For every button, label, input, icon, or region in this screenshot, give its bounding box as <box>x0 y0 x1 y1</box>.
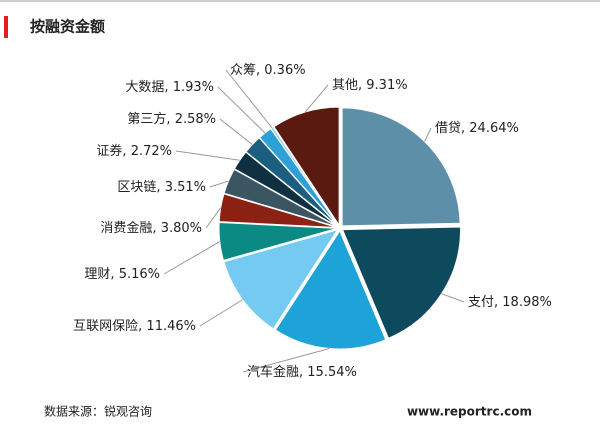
category-label: 第三方 <box>127 111 166 127</box>
label-separator: , <box>156 180 164 195</box>
label-separator: , <box>494 295 502 310</box>
label-separator: , <box>166 112 174 127</box>
title-marker <box>4 16 8 38</box>
label-separator: , <box>122 144 130 159</box>
value-label: 1.93% <box>173 80 214 95</box>
category-label: 区块链 <box>117 180 156 195</box>
category-label: 支付 <box>468 295 494 310</box>
pie-slice <box>218 193 338 228</box>
data-label: 证券, 2.72% <box>96 143 172 159</box>
pie-slice <box>223 228 339 330</box>
category-label: 互联网保险 <box>73 319 138 334</box>
category-label: 大数据 <box>125 80 164 95</box>
data-label: 互联网保险, 11.46% <box>73 319 196 334</box>
leader-line <box>209 180 229 188</box>
leader-line <box>225 69 273 129</box>
leader-line <box>175 150 240 161</box>
source: 数据来源：锐观咨询 <box>44 404 152 419</box>
category-label: 众筹 <box>230 62 256 78</box>
value-label: 3.51% <box>165 180 206 195</box>
data-label: 借贷, 24.64% <box>435 121 519 136</box>
leader-line <box>219 118 253 145</box>
pie-slice <box>218 221 338 261</box>
leader-line <box>304 84 329 113</box>
leader-line <box>163 241 221 275</box>
leader-line <box>217 86 266 134</box>
label-separator: , <box>461 121 469 136</box>
value-label: 9.31% <box>366 78 407 93</box>
pie-slice <box>341 107 461 227</box>
chart-title: 按融资金额 <box>30 18 105 36</box>
value-label: 2.72% <box>131 144 172 159</box>
data-label: 汽车金融, 15.54% <box>247 364 357 380</box>
label-separator: , <box>299 365 307 380</box>
website: www.reportrc.com <box>407 405 532 419</box>
category-label: 其他 <box>332 78 358 93</box>
label-separator: , <box>358 78 366 93</box>
label-separator: , <box>110 267 118 282</box>
label-separator: , <box>256 63 264 78</box>
data-label: 大数据, 1.93% <box>125 80 214 95</box>
label-separator: , <box>152 221 160 236</box>
category-label: 借贷 <box>435 121 461 136</box>
data-label: 区块链, 3.51% <box>117 180 206 195</box>
data-label: 第三方, 2.58% <box>127 111 216 127</box>
data-label: 其他, 9.31% <box>332 78 408 93</box>
value-label: 3.80% <box>161 221 202 236</box>
value-label: 2.58% <box>175 112 216 127</box>
data-label: 理财, 5.16% <box>84 267 160 282</box>
label-separator: , <box>164 80 172 95</box>
label-separator: , <box>138 319 146 334</box>
value-label: 0.36% <box>264 63 305 78</box>
leader-line <box>424 127 432 142</box>
category-label: 理财 <box>84 267 110 282</box>
data-label: 支付, 18.98% <box>468 295 552 310</box>
category-label: 证券 <box>96 143 122 159</box>
value-label: 11.46% <box>146 319 196 334</box>
value-label: 24.64% <box>469 121 519 136</box>
data-label: 众筹, 0.36% <box>230 62 306 78</box>
value-label: 18.98% <box>502 295 552 310</box>
category-label: 消费金融 <box>100 220 152 236</box>
pie-slice <box>274 229 387 350</box>
value-label: 15.54% <box>307 365 357 380</box>
leader-line <box>441 293 465 303</box>
leader-line <box>242 348 330 373</box>
value-label: 5.16% <box>119 267 160 282</box>
leader-line <box>199 299 243 327</box>
leader-line <box>205 207 222 229</box>
data-label: 消费金融, 3.80% <box>100 220 202 236</box>
category-label: 汽车金融 <box>247 364 299 380</box>
